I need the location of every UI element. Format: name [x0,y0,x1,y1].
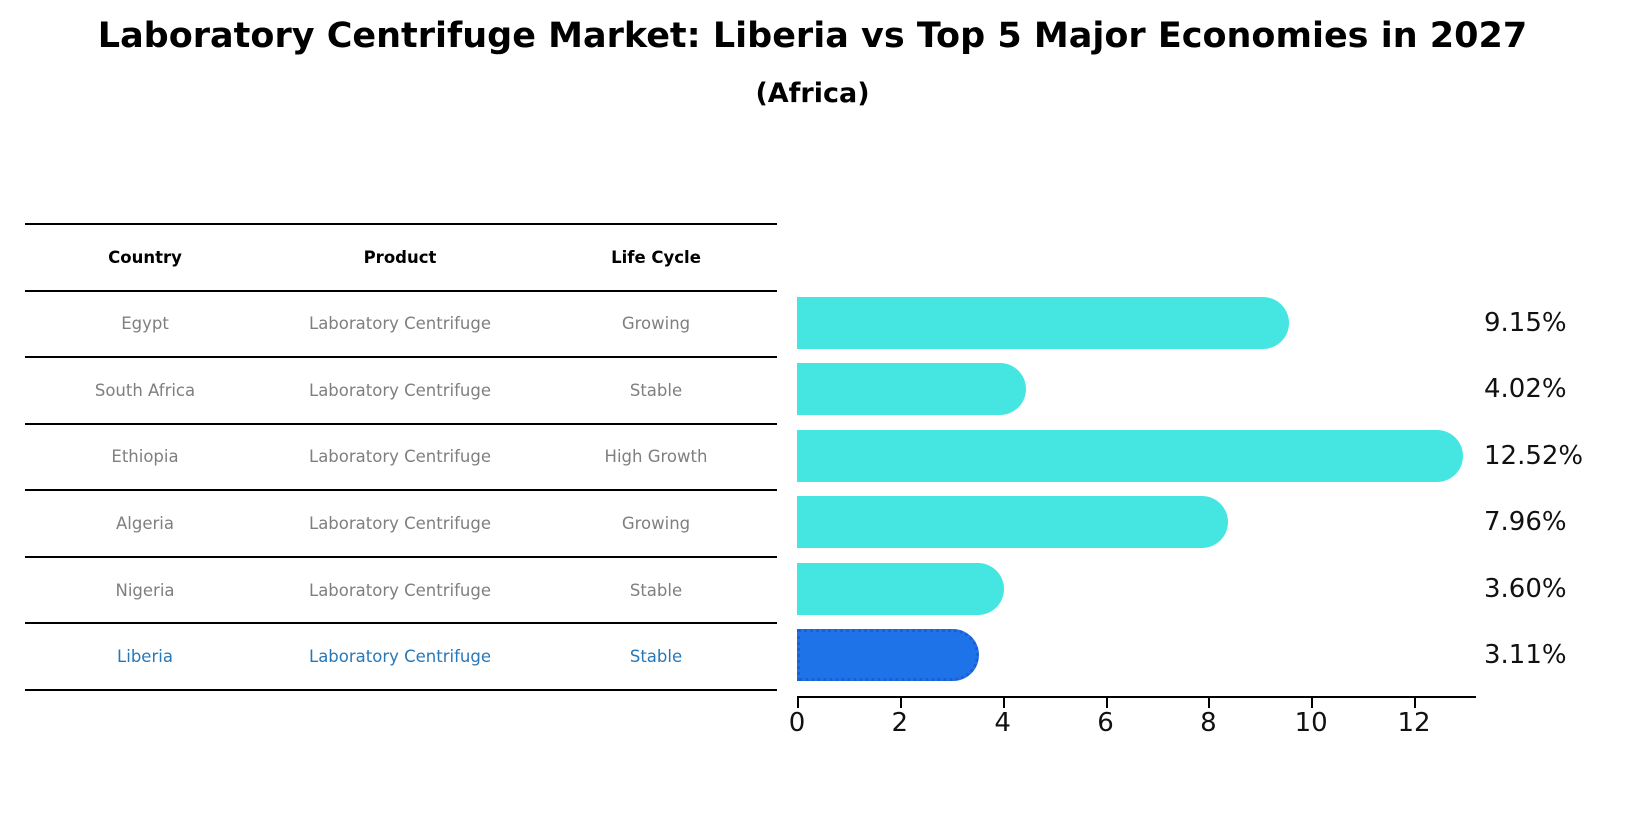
country-cell: Ethiopia [111,447,179,467]
x-axis-tick [1208,696,1211,708]
table-row-egypt: Egypt Laboratory Centrifuge Growing [25,292,777,359]
value-label: 12.52% [1484,440,1584,471]
bar-ethiopia [797,429,1463,482]
product-cell: Laboratory Centrifuge [309,580,491,600]
life-cycle-cell: Stable [629,647,683,667]
country-cell: Algeria [116,513,174,533]
bar-egypt [797,296,1290,349]
x-axis-tick [1414,696,1417,708]
product-cell: Laboratory Centrifuge [309,647,491,667]
column-header-product: Product [363,247,437,267]
column-header-country: Country [108,247,182,267]
table-row-algeria: Algeria Laboratory Centrifuge Growing [25,491,777,558]
value-label: 9.15% [1484,307,1567,338]
country-cell: Nigeria [115,580,175,600]
value-label: 3.11% [1484,640,1567,671]
life-cycle-cell: Stable [629,380,683,400]
x-axis-tick [899,696,902,708]
life-cycle-cell: Growing [621,513,691,533]
value-label: 3.60% [1484,573,1567,604]
country-cell: Liberia [117,647,173,667]
table-header-row: Country Product Life Cycle [25,225,777,292]
x-axis-tick [1311,696,1314,708]
life-cycle-cell: Stable [629,580,683,600]
x-axis-tick-label: 10 [1294,708,1328,738]
chart-subtitle: (Africa) [755,78,870,109]
country-cell: South Africa [94,380,196,400]
x-axis-tick [1002,696,1005,708]
x-axis-tick-label: 4 [994,708,1011,738]
column-header-life-cycle: Life Cycle [611,247,701,267]
chart-title: Laboratory Centrifuge Market: Liberia vs… [97,16,1528,56]
product-cell: Laboratory Centrifuge [309,380,491,400]
life-cycle-cell: Growing [621,314,691,334]
x-axis-tick-label: 6 [1097,708,1114,738]
comparison-table: Country Product Life Cycle Egypt Laborat… [25,223,777,691]
x-axis-tick-label: 8 [1200,708,1217,738]
table-row-south-africa: South Africa Laboratory Centrifuge Stabl… [25,358,777,425]
bar-algeria [797,496,1229,549]
x-axis-tick [1105,696,1108,708]
table-row-nigeria: Nigeria Laboratory Centrifuge Stable [25,558,777,625]
table-row-liberia-highlighted: Liberia Laboratory Centrifuge Stable [25,624,777,691]
product-cell: Laboratory Centrifuge [309,314,491,334]
product-cell: Laboratory Centrifuge [309,447,491,467]
x-axis-tick [797,696,799,708]
value-label: 7.96% [1484,507,1567,538]
bar-nigeria [797,562,1005,615]
table-row-ethiopia: Ethiopia Laboratory Centrifuge High Grow… [25,425,777,492]
product-cell: Laboratory Centrifuge [309,513,491,533]
x-axis-tick-label: 12 [1397,708,1431,738]
country-cell: Egypt [121,314,169,334]
x-axis-tick-label: 0 [788,708,806,738]
life-cycle-cell: High Growth [604,447,708,467]
bar-liberia-highlighted [797,629,979,682]
x-axis-line [797,696,1476,698]
value-label: 4.02% [1484,374,1567,405]
x-axis-tick-label: 2 [891,708,909,738]
bar-south-africa [797,363,1026,416]
